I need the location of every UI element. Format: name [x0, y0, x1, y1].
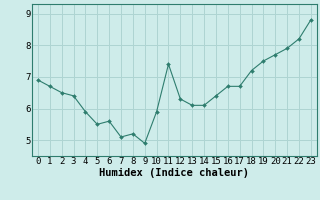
- X-axis label: Humidex (Indice chaleur): Humidex (Indice chaleur): [100, 168, 249, 178]
